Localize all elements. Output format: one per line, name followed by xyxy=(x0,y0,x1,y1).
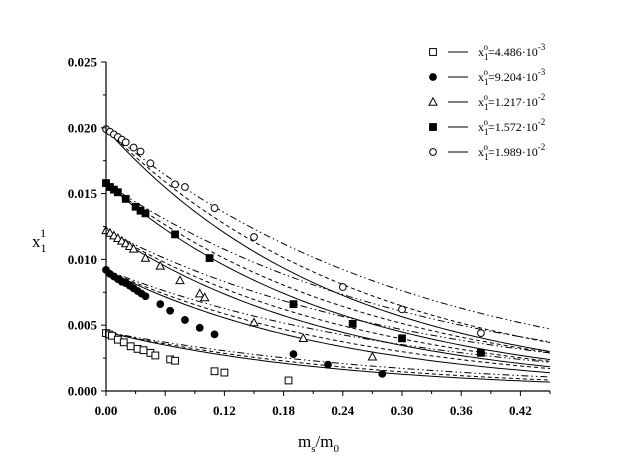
x-tick-label: 0.06 xyxy=(154,403,177,418)
data-point xyxy=(166,306,175,315)
data-point xyxy=(477,329,485,337)
data-point xyxy=(249,317,259,327)
data-point xyxy=(477,348,485,357)
legend-label: x1o=1.217·10-2 xyxy=(478,92,545,112)
dashdot-fit-curve xyxy=(105,182,551,343)
x-tick-label: 0.18 xyxy=(272,403,295,418)
fit-curves xyxy=(105,128,551,383)
x-axis-title-sub2: 0 xyxy=(333,443,339,455)
y-tick-label: 0.010 xyxy=(68,252,97,267)
y-axis-title-base: x xyxy=(32,232,41,251)
legend-label: x1o=1.989·10-2 xyxy=(478,142,545,162)
data-point xyxy=(378,369,387,378)
data-point xyxy=(205,254,214,262)
data-point xyxy=(338,283,347,291)
x-tick-label: 0.24 xyxy=(331,403,354,418)
dashed-fit-curve xyxy=(105,269,551,370)
x-axis-title: ms/m0 xyxy=(298,432,339,455)
data-point xyxy=(113,188,122,197)
x-axis-title-sep: /m xyxy=(316,432,334,451)
x-axis-title-base: m xyxy=(298,432,311,451)
data-point xyxy=(181,316,189,324)
data-point xyxy=(140,252,151,262)
legend-marker xyxy=(429,73,437,81)
y-tick-label: 0.000 xyxy=(68,384,97,399)
data-point xyxy=(324,360,332,369)
x-tick-label: 0.36 xyxy=(450,403,473,418)
data-point xyxy=(210,367,219,376)
data-point xyxy=(367,351,378,361)
legend-label: x1o=1.572·10-2 xyxy=(478,117,545,137)
y-tick-label: 0.025 xyxy=(68,55,98,70)
data-point xyxy=(129,143,138,152)
data-point xyxy=(171,230,179,239)
data-point xyxy=(220,368,229,377)
data-point xyxy=(139,346,148,355)
data-point xyxy=(194,288,205,298)
data-point xyxy=(298,333,309,343)
data-point xyxy=(210,330,219,339)
dashed-fit-curve xyxy=(105,230,551,362)
data-point xyxy=(289,300,298,309)
data-point xyxy=(181,183,189,191)
y-tick-label: 0.015 xyxy=(68,186,98,201)
data-point xyxy=(210,204,219,212)
data-point xyxy=(398,334,406,343)
x-tick-label: 0.30 xyxy=(391,403,414,418)
data-point xyxy=(250,233,258,241)
solid-fit-curve xyxy=(105,269,551,374)
dashed-fit-curve xyxy=(105,128,551,344)
legend-marker xyxy=(429,123,437,131)
x-axis-title-sub1: s xyxy=(311,443,315,455)
y-axis-title-sub: 1 xyxy=(41,241,47,255)
x-tick-label: 0.42 xyxy=(509,403,532,418)
legend-marker xyxy=(429,48,437,56)
data-point xyxy=(128,243,139,253)
dashed-fit-curve xyxy=(105,182,551,354)
data-point xyxy=(141,292,150,301)
legend-label: x1o=4.486·10-3 xyxy=(478,42,546,62)
legend-marker xyxy=(428,96,438,106)
tick-labels: 0.00 0.06 0.12 0.18 0.24 0.30 0.36 0.42 0.000 0.0… xyxy=(68,55,532,419)
dashdot-fit-curve xyxy=(105,230,551,354)
data-point xyxy=(171,356,179,365)
axes xyxy=(101,61,551,396)
y-tick-label: 0.020 xyxy=(68,120,97,135)
data-point xyxy=(195,323,204,332)
data-point xyxy=(284,376,293,385)
x-tick-label: 0.12 xyxy=(213,403,236,418)
data-point xyxy=(348,319,357,328)
y-axis-title-sup: 1 xyxy=(40,226,46,240)
data-point xyxy=(126,342,135,351)
data-point xyxy=(136,147,145,156)
data-point xyxy=(119,338,128,347)
data-markers xyxy=(101,125,485,385)
data-point xyxy=(199,292,210,302)
data-point xyxy=(121,138,130,147)
data-point xyxy=(141,209,150,218)
data-point xyxy=(151,351,160,360)
data-point xyxy=(175,275,185,285)
data-point xyxy=(121,194,130,203)
data-point xyxy=(156,300,165,309)
y-axis-title: x11 xyxy=(32,226,47,255)
data-point xyxy=(131,202,140,211)
legend: x1o=4.486·10-3 x1o=9.204·10-3 x1o=1.217·10… xyxy=(428,42,546,162)
data-point xyxy=(289,350,298,359)
data-point xyxy=(398,305,406,314)
data-point xyxy=(171,180,179,189)
legend-label: x1o=9.204·10-3 xyxy=(478,67,546,87)
data-point xyxy=(108,331,116,340)
solid-fit-curve xyxy=(105,230,551,368)
data-point xyxy=(146,159,155,168)
dashdot-fit-curve xyxy=(105,269,551,363)
legend-marker xyxy=(429,148,437,156)
x-tick-label: 0.00 xyxy=(95,403,118,418)
y-tick-label: 0.005 xyxy=(68,318,98,333)
solid-fit-curve xyxy=(105,182,551,361)
data-point xyxy=(155,260,166,270)
solid-fit-curve xyxy=(105,128,551,352)
